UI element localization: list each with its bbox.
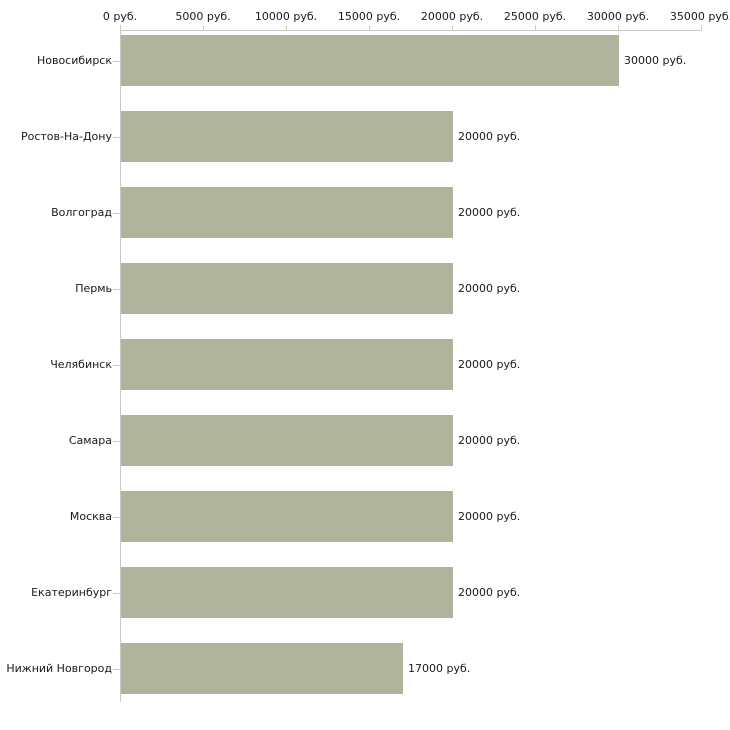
y-axis-tick xyxy=(113,517,120,518)
bar xyxy=(121,491,453,542)
y-axis-line xyxy=(120,30,121,702)
x-axis-tick xyxy=(535,25,536,31)
y-axis-tick xyxy=(113,593,120,594)
y-axis-tick xyxy=(113,61,120,62)
x-axis-tick-label: 5000 руб. xyxy=(175,10,231,23)
y-axis-tick xyxy=(113,213,120,214)
x-axis-tick xyxy=(203,25,204,31)
bar xyxy=(121,415,453,466)
x-axis-tick-label: 25000 руб. xyxy=(503,10,567,23)
x-axis-tick-label: 15000 руб. xyxy=(337,10,401,23)
value-label: 20000 руб. xyxy=(458,509,521,523)
category-label: Нижний Новгород xyxy=(6,661,112,675)
bar xyxy=(121,35,619,86)
x-axis-tick xyxy=(120,25,121,31)
bar xyxy=(121,263,453,314)
y-axis-tick xyxy=(113,365,120,366)
value-label: 20000 руб. xyxy=(458,129,521,143)
x-axis-tick-label: 0 руб. xyxy=(102,10,138,23)
value-label: 20000 руб. xyxy=(458,585,521,599)
x-axis-tick xyxy=(286,25,287,31)
y-axis-tick xyxy=(113,441,120,442)
category-label: Челябинск xyxy=(50,357,112,371)
x-axis-tick xyxy=(452,25,453,31)
x-axis-tick-label: 20000 руб. xyxy=(420,10,484,23)
value-label: 20000 руб. xyxy=(458,205,521,219)
x-axis-tick xyxy=(618,25,619,31)
bar xyxy=(121,643,403,694)
x-axis-tick xyxy=(369,25,370,31)
value-label: 20000 руб. xyxy=(458,433,521,447)
x-axis-tick-label: 35000 руб. xyxy=(669,10,730,23)
y-axis-tick xyxy=(113,669,120,670)
bar xyxy=(121,567,453,618)
y-axis-tick xyxy=(113,289,120,290)
bar xyxy=(121,187,453,238)
category-label: Ростов-На-Дону xyxy=(20,129,112,143)
category-label: Пермь xyxy=(75,281,112,295)
value-label: 30000 руб. xyxy=(624,53,687,67)
value-label: 20000 руб. xyxy=(458,281,521,295)
bar xyxy=(121,339,453,390)
x-axis-tick-label: 10000 руб. xyxy=(254,10,318,23)
value-label: 20000 руб. xyxy=(458,357,521,371)
value-label: 17000 руб. xyxy=(408,661,471,675)
y-axis-tick xyxy=(113,137,120,138)
bar xyxy=(121,111,453,162)
category-label: Екатеринбург xyxy=(31,585,112,599)
x-axis-tick-label: 30000 руб. xyxy=(586,10,650,23)
category-label: Самара xyxy=(68,433,112,447)
category-label: Новосибирск xyxy=(36,53,112,67)
x-axis-line xyxy=(120,30,702,31)
x-axis-tick xyxy=(701,25,702,31)
category-label: Москва xyxy=(69,509,112,523)
category-label: Волгоград xyxy=(51,205,112,219)
